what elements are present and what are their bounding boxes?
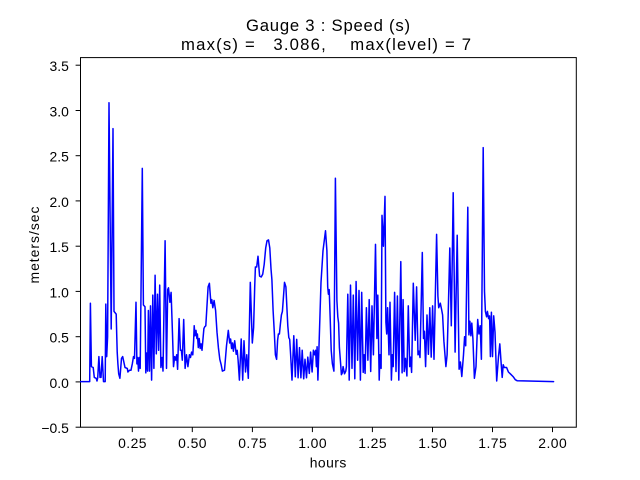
svg-text:Gauge 3 : Speed (s): Gauge 3 : Speed (s): [246, 16, 410, 35]
svg-text:1.50: 1.50: [418, 435, 447, 451]
svg-text:0.75: 0.75: [238, 435, 267, 451]
svg-text:0.50: 0.50: [178, 435, 207, 451]
svg-text:1.75: 1.75: [478, 435, 507, 451]
svg-text:meters/sec: meters/sec: [26, 206, 42, 283]
svg-text:3.5: 3.5: [49, 58, 69, 74]
svg-text:0.25: 0.25: [118, 435, 147, 451]
svg-text:0.5: 0.5: [49, 330, 69, 346]
svg-text:1.5: 1.5: [49, 239, 69, 255]
svg-text:0.0: 0.0: [49, 375, 69, 391]
svg-text:2.00: 2.00: [538, 435, 567, 451]
svg-text:hours: hours: [310, 455, 347, 471]
svg-text:2.0: 2.0: [49, 194, 69, 210]
svg-text:1.0: 1.0: [49, 284, 69, 300]
svg-text:max(s) = 3.086, max(level: max(s) = 3.086, max(level) = 7: [181, 35, 471, 54]
svg-text:1.00: 1.00: [298, 435, 327, 451]
svg-text:1.25: 1.25: [358, 435, 387, 451]
svg-text:3.0: 3.0: [49, 104, 69, 120]
svg-text:2.5: 2.5: [49, 149, 69, 165]
svg-text:−0.5: −0.5: [41, 420, 69, 436]
